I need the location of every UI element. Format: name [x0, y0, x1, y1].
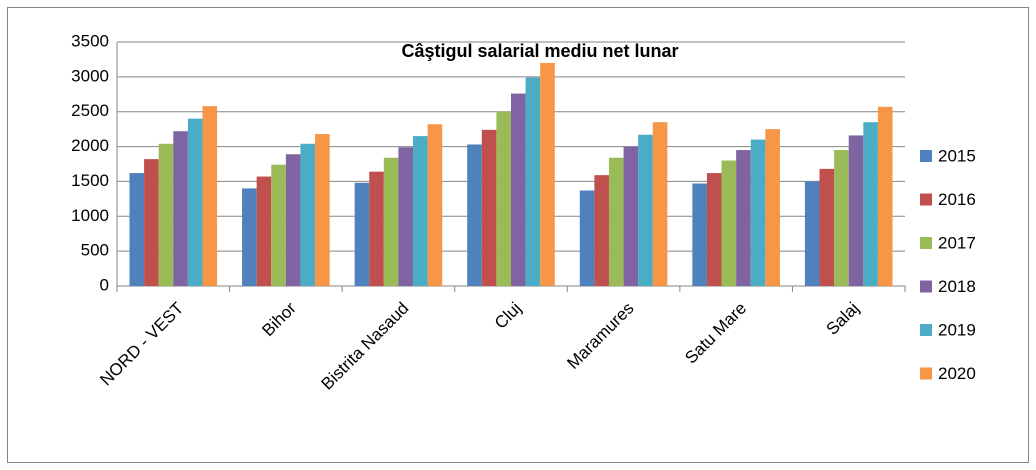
- bar: [398, 147, 414, 286]
- y-tick-label: 2500: [71, 101, 109, 120]
- bar: [863, 122, 878, 287]
- bar: [144, 159, 159, 286]
- bar: [315, 134, 330, 286]
- bar: [173, 131, 188, 286]
- bar: [765, 129, 780, 286]
- legend-swatch: [920, 237, 932, 249]
- legend-label: 2016: [938, 190, 976, 209]
- bar: [467, 144, 482, 286]
- bar: [652, 122, 668, 287]
- bar: [692, 183, 707, 286]
- bar: [877, 106, 893, 286]
- bar: [540, 62, 555, 286]
- legend-label: 2018: [938, 277, 976, 296]
- y-tick-label: 500: [81, 241, 109, 260]
- bar: [638, 134, 653, 286]
- bar: [427, 124, 443, 287]
- bar: [187, 118, 203, 286]
- bar: [525, 77, 541, 286]
- legend-swatch: [920, 280, 932, 293]
- bar: [383, 157, 399, 286]
- bar: [256, 176, 272, 286]
- bar: [511, 93, 526, 287]
- legend-swatch: [920, 193, 932, 206]
- y-tick-label: 3500: [71, 31, 109, 50]
- bar: [369, 171, 384, 286]
- legend-label: 2015: [938, 146, 976, 165]
- bar: [736, 150, 751, 286]
- y-tick-label: 1000: [71, 206, 109, 225]
- bar: [594, 175, 609, 286]
- y-tick-label: 3000: [71, 66, 109, 85]
- bar: [834, 150, 849, 286]
- bar: [819, 168, 835, 286]
- legend-label: 2017: [938, 233, 976, 252]
- bar: [721, 160, 737, 286]
- bar: [848, 135, 864, 286]
- bar: [706, 173, 722, 286]
- bar: [242, 188, 257, 286]
- bar: [129, 173, 145, 286]
- bar: [623, 146, 639, 286]
- y-tick-label: 0: [100, 275, 109, 294]
- bar: [804, 181, 820, 286]
- legend-swatch: [920, 324, 932, 336]
- bar: [608, 157, 624, 286]
- bar: [413, 136, 428, 286]
- legend-swatch: [920, 367, 932, 380]
- bar: [481, 129, 497, 286]
- legend-label: 2020: [938, 364, 976, 383]
- legend-swatch: [920, 150, 932, 162]
- legend-label: 2019: [938, 320, 976, 339]
- bar: [158, 143, 174, 286]
- bar: [354, 182, 370, 286]
- bar: [285, 154, 301, 286]
- bar: [300, 143, 316, 286]
- bar: [496, 111, 511, 286]
- bar: [202, 106, 218, 286]
- y-tick-label: 2000: [71, 136, 109, 155]
- y-tick-label: 1500: [71, 171, 109, 190]
- bar: [271, 164, 286, 286]
- bar: [579, 190, 595, 286]
- bar: [750, 139, 766, 286]
- chart-title: Câştigul salarial mediu net lunar: [401, 41, 678, 61]
